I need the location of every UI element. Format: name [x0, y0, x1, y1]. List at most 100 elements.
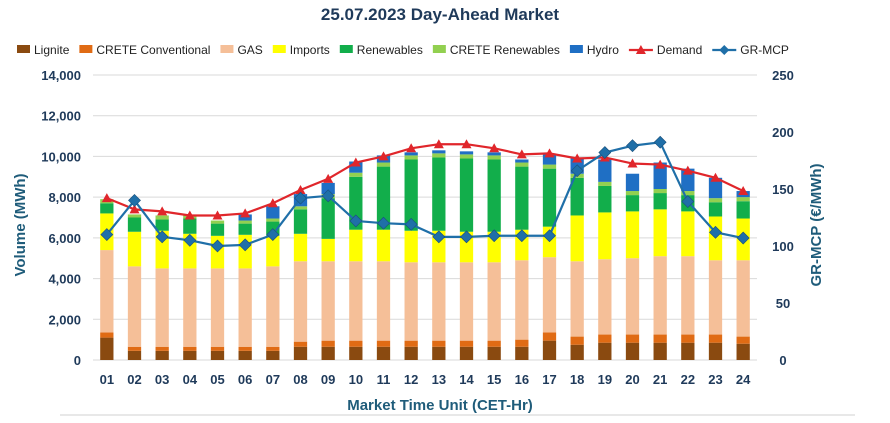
data-point: [572, 153, 583, 163]
bar-segment: [487, 155, 501, 160]
legend-swatch: [432, 45, 446, 53]
bar-segment: [238, 268, 252, 347]
data-point: [653, 135, 667, 149]
bar-segment: [708, 177, 723, 199]
bar-segment: [625, 334, 640, 343]
bar-segment: [321, 261, 335, 341]
legend-swatch: [272, 45, 286, 53]
data-point: [404, 217, 418, 231]
y-tick-label: 10,000: [41, 149, 81, 164]
legend-label: Renewables: [357, 43, 423, 57]
x-tick-label: 20: [625, 372, 639, 387]
data-point: [378, 151, 389, 161]
bar-segment: [183, 346, 197, 351]
bar-segment: [349, 161, 363, 173]
bar-segment: [432, 340, 446, 347]
bar-segment: [183, 350, 197, 360]
bar-segment: [238, 350, 252, 360]
bar-segment: [736, 260, 750, 337]
data-point: [655, 159, 666, 169]
bar-segment: [155, 346, 169, 351]
bar-segment: [155, 219, 169, 231]
bar-segment: [598, 334, 612, 343]
x-tick-label: 13: [432, 372, 446, 387]
x-axis-label: Market Time Unit (CET-Hr): [347, 397, 533, 414]
x-tick-label: 02: [127, 372, 141, 387]
bar-segment: [210, 223, 225, 236]
bar-segment: [625, 173, 640, 192]
bar-segment: [349, 261, 363, 341]
bar-segment: [404, 340, 418, 347]
bar-segment: [598, 212, 612, 260]
x-tick-label: 12: [404, 372, 418, 387]
bar-segment: [155, 350, 169, 360]
bar-segment: [432, 262, 446, 341]
data-point: [736, 231, 750, 245]
legend-swatch: [339, 45, 353, 53]
legend-swatch: [79, 45, 93, 53]
bar-segment: [570, 336, 584, 345]
bar-segment: [100, 337, 114, 360]
x-tick-label: 03: [155, 372, 169, 387]
bar-segment: [459, 151, 474, 155]
bar-segment: [432, 346, 446, 360]
legend-label: GAS: [237, 43, 262, 57]
bar-segment: [321, 182, 335, 195]
bar-segment: [487, 159, 501, 232]
bar-segment: [708, 342, 723, 360]
bar-segment: [155, 230, 169, 269]
bar-segment: [432, 150, 446, 154]
bar-segment: [293, 261, 308, 342]
bar-segment: [625, 195, 640, 212]
bar-segment: [625, 191, 640, 196]
bar-segment: [293, 346, 308, 360]
x-axis: 01 02 03 04 05 06 07 08 09 10 11 12 13 14 15 16 17 18 19 20…: [100, 372, 752, 387]
legend-label: GR-MCP: [740, 43, 789, 57]
bar-segment: [266, 218, 280, 222]
bar-segment: [459, 158, 474, 232]
data-point: [238, 238, 252, 252]
bar-segment: [653, 209, 667, 257]
bar-segment: [376, 346, 391, 360]
bar-segment: [542, 332, 557, 341]
data-point: [406, 143, 417, 153]
gridlines: [93, 74, 757, 361]
data-point: [184, 210, 195, 220]
stacked-bars: [100, 150, 750, 360]
y2-axis-label: GR-MCP (€/MWh): [808, 163, 825, 286]
bar-segment: [570, 261, 584, 337]
y-tick-label: 14,000: [41, 68, 81, 83]
bar-segment: [238, 220, 252, 224]
data-point: [543, 229, 556, 243]
bar-segment: [708, 260, 723, 335]
bar-segment: [515, 162, 529, 167]
legend-label: CRETE Conventional: [96, 43, 210, 57]
x-tick-label: 18: [570, 372, 584, 387]
data-point: [267, 198, 278, 208]
bar-segment: [736, 343, 750, 360]
bar-segment: [681, 334, 695, 343]
bar-segment: [100, 203, 114, 214]
x-tick-label: 10: [349, 372, 363, 387]
bar-segment: [598, 342, 612, 360]
bar-segment: [376, 229, 391, 262]
bar-segment: [432, 157, 446, 231]
bar-segment: [653, 256, 667, 335]
y-axis-right: 0 50 100 150 200 250: [772, 68, 794, 368]
bar-segment: [210, 350, 225, 360]
bar-segment: [376, 162, 391, 167]
legend-label: Demand: [657, 43, 702, 57]
data-point: [515, 229, 529, 243]
x-tick-label: 06: [238, 372, 252, 387]
bar-segment: [515, 260, 529, 340]
bar-segment: [487, 346, 501, 360]
bar-segment: [321, 198, 335, 239]
x-tick-label: 08: [293, 372, 307, 387]
bar-segment: [653, 162, 667, 189]
bar-segment: [736, 336, 750, 344]
bar-segment: [542, 168, 557, 227]
x-tick-label: 16: [515, 372, 529, 387]
bar-segment: [681, 211, 695, 257]
bar-segment: [349, 340, 363, 347]
x-tick-label: 11: [377, 372, 391, 387]
